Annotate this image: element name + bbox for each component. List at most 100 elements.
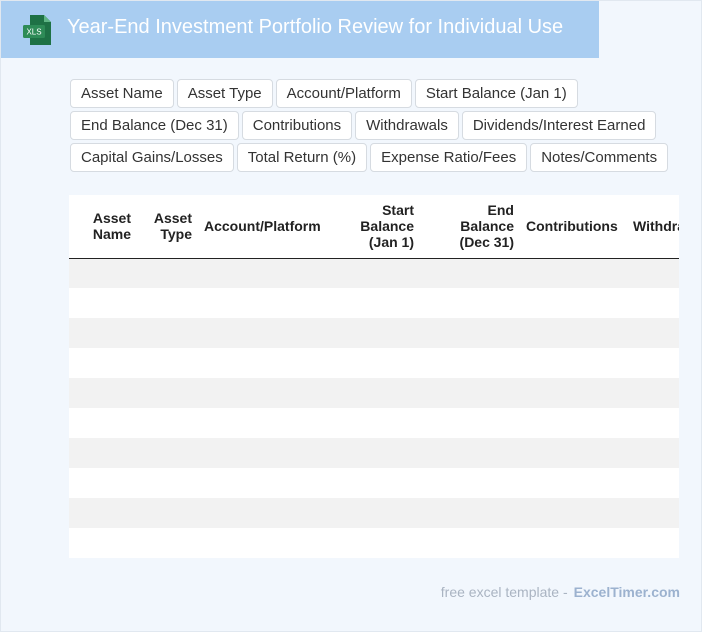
table-cell[interactable] [137,438,198,468]
table-cell[interactable] [137,498,198,528]
table-row[interactable] [69,438,679,468]
table-cell[interactable] [520,348,627,378]
table-cell[interactable] [327,318,420,348]
table-cell[interactable] [627,468,679,498]
table-cell[interactable] [69,378,137,408]
table-cell[interactable] [420,378,520,408]
table-cell[interactable] [520,318,627,348]
table-cell[interactable] [627,378,679,408]
chip-start-balance[interactable]: Start Balance (Jan 1) [414,79,578,108]
table-cell[interactable] [198,438,327,468]
table-cell[interactable] [137,378,198,408]
table-cell[interactable] [137,528,198,558]
table-cell[interactable] [327,378,420,408]
chip-end-balance[interactable]: End Balance (Dec 31) [70,111,239,140]
table-cell[interactable] [627,288,679,318]
chip-asset-name[interactable]: Asset Name [70,79,174,108]
col-header-start-balance[interactable]: Start Balance (Jan 1) [327,195,420,259]
table-row[interactable] [69,498,679,528]
table-cell[interactable] [327,288,420,318]
table-cell[interactable] [627,498,679,528]
table-cell[interactable] [627,438,679,468]
table-cell[interactable] [420,438,520,468]
table-cell[interactable] [198,528,327,558]
chip-withdrawals[interactable]: Withdrawals [355,111,459,140]
table-cell[interactable] [137,348,198,378]
table-cell[interactable] [69,528,137,558]
table-cell[interactable] [327,438,420,468]
table-cell[interactable] [69,408,137,438]
table-row[interactable] [69,468,679,498]
table-cell[interactable] [420,468,520,498]
table-cell[interactable] [137,288,198,318]
table-row[interactable] [69,348,679,378]
table-cell[interactable] [520,378,627,408]
table-cell[interactable] [520,438,627,468]
table-row[interactable] [69,318,679,348]
table-row[interactable] [69,378,679,408]
table-cell[interactable] [520,258,627,288]
table-cell[interactable] [327,528,420,558]
footer-brand-link[interactable]: ExcelTimer.com [573,584,680,600]
chip-contributions[interactable]: Contributions [241,111,353,140]
table-cell[interactable] [69,318,137,348]
chip-asset-type[interactable]: Asset Type [176,79,273,108]
chip-capital-gains[interactable]: Capital Gains/Losses [70,143,234,172]
table-cell[interactable] [327,348,420,378]
chip-dividends-interest[interactable]: Dividends/Interest Earned [461,111,657,140]
table-cell[interactable] [198,348,327,378]
table-row[interactable] [69,408,679,438]
table-cell[interactable] [198,318,327,348]
col-header-asset-name[interactable]: Asset Name [69,195,137,259]
table-cell[interactable] [327,498,420,528]
table-cell[interactable] [627,258,679,288]
chip-total-return[interactable]: Total Return (%) [236,143,368,172]
table-cell[interactable] [327,468,420,498]
table-cell[interactable] [420,408,520,438]
col-header-contributions[interactable]: Contributions [520,195,627,259]
table-cell[interactable] [198,468,327,498]
table-cell[interactable] [198,498,327,528]
table-cell[interactable] [198,288,327,318]
table-cell[interactable] [69,258,137,288]
table-cell[interactable] [137,408,198,438]
table-cell[interactable] [627,408,679,438]
table-cell[interactable] [69,288,137,318]
chip-notes-comments[interactable]: Notes/Comments [530,143,669,172]
table-cell[interactable] [137,318,198,348]
table-cell[interactable] [520,498,627,528]
table-cell[interactable] [327,258,420,288]
table-cell[interactable] [69,348,137,378]
table-cell[interactable] [198,258,327,288]
table-row[interactable] [69,528,679,558]
table-cell[interactable] [198,378,327,408]
table-cell[interactable] [420,288,520,318]
table-cell[interactable] [420,258,520,288]
table-cell[interactable] [627,318,679,348]
table-cell[interactable] [69,438,137,468]
table-cell[interactable] [420,318,520,348]
portfolio-table[interactable]: Asset Name Asset Type Account/Platform S… [69,195,679,558]
table-cell[interactable] [420,348,520,378]
table-cell[interactable] [520,528,627,558]
col-header-withdrawals[interactable]: Withdrawals [627,195,679,259]
chip-expense-ratio[interactable]: Expense Ratio/Fees [370,143,528,172]
table-cell[interactable] [69,468,137,498]
table-cell[interactable] [137,468,198,498]
table-cell[interactable] [137,258,198,288]
col-header-end-balance[interactable]: End Balance (Dec 31) [420,195,520,259]
table-cell[interactable] [520,288,627,318]
table-cell[interactable] [198,408,327,438]
table-cell[interactable] [420,528,520,558]
table-cell[interactable] [627,528,679,558]
col-header-account-platform[interactable]: Account/Platform [198,195,327,259]
table-cell[interactable] [69,498,137,528]
chip-account-platform[interactable]: Account/Platform [275,79,412,108]
table-row[interactable] [69,288,679,318]
table-cell[interactable] [327,408,420,438]
table-cell[interactable] [420,498,520,528]
table-cell[interactable] [627,348,679,378]
table-row[interactable] [69,258,679,288]
table-cell[interactable] [520,468,627,498]
table-cell[interactable] [520,408,627,438]
